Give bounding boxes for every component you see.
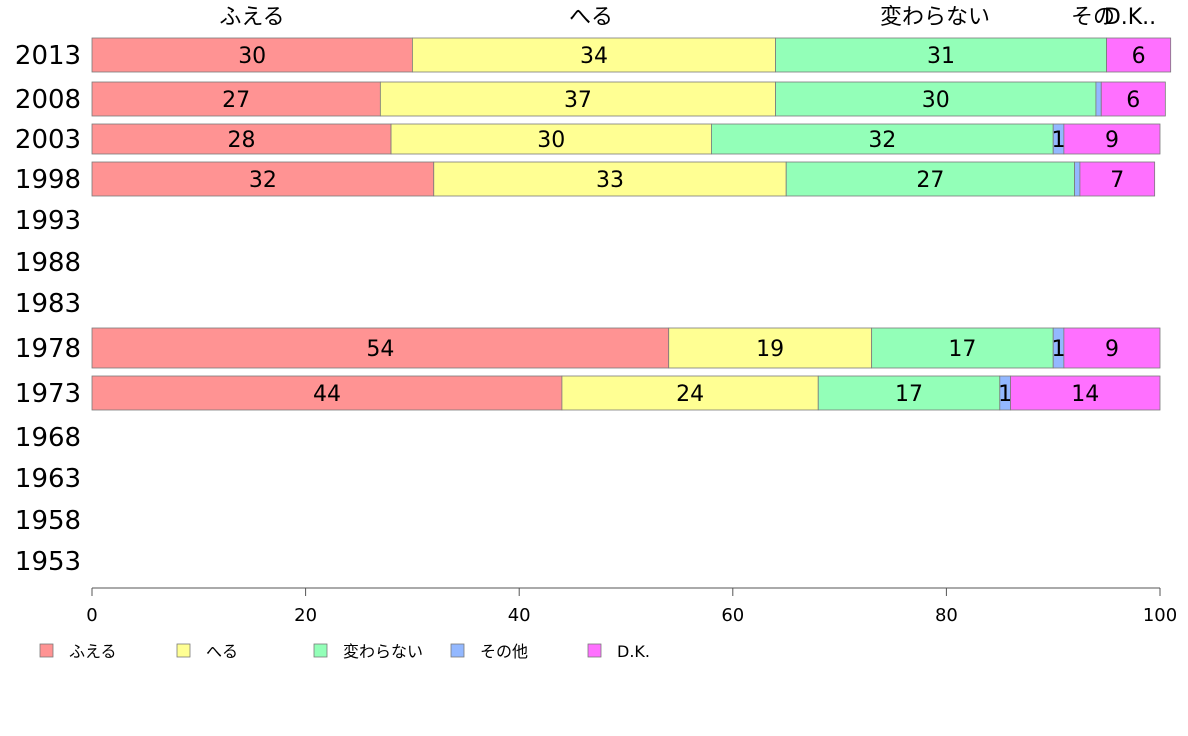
data-label: 17 bbox=[948, 337, 976, 362]
legend-label: D.K. bbox=[617, 642, 650, 661]
top-category-label: 変わらない bbox=[880, 5, 990, 30]
data-label: 1 bbox=[1052, 337, 1066, 362]
top-category-labels: ふえる へる 変わらない そのD.K.. bbox=[219, 5, 1156, 30]
bar-segment bbox=[1063, 123, 1161, 155]
bars-group: 30 34 31 627 37 30 628 30 32 1 932 33 27 754 19 17 1 944 2… bbox=[91, 37, 1172, 411]
year-label: 1993 bbox=[15, 206, 81, 236]
data-label: 31 bbox=[927, 44, 955, 69]
data-label: 9 bbox=[1105, 337, 1119, 362]
year-label: 1958 bbox=[15, 506, 81, 536]
bar-segment bbox=[1010, 375, 1161, 411]
data-label: 44 bbox=[313, 382, 341, 407]
bar-segment bbox=[91, 81, 381, 117]
data-label: 7 bbox=[1110, 168, 1124, 193]
data-label: 34 bbox=[580, 44, 608, 69]
bar-segment bbox=[411, 37, 776, 73]
data-label: 30 bbox=[238, 44, 266, 69]
data-label: 1 bbox=[1052, 128, 1066, 153]
data-label: 54 bbox=[366, 337, 394, 362]
legend: ふえる へる 変わらない その他 D.K. bbox=[39, 642, 650, 661]
year-label: 2013 bbox=[15, 41, 81, 71]
data-label: 37 bbox=[564, 88, 592, 113]
top-category-label: その bbox=[1071, 5, 1115, 30]
bar-segment bbox=[390, 123, 712, 155]
top-category-label: D.K.. bbox=[1104, 5, 1156, 30]
x-tick-label: 80 bbox=[935, 605, 958, 626]
x-axis: 0 20 40 60 80 100 bbox=[86, 587, 1177, 626]
x-tick-label: 60 bbox=[721, 605, 744, 626]
year-label: 1963 bbox=[15, 464, 81, 494]
legend-label: その他 bbox=[480, 642, 528, 661]
bar-segment bbox=[1074, 161, 1081, 197]
data-label: 6 bbox=[1126, 88, 1140, 113]
legend-swatch bbox=[176, 643, 191, 658]
x-tick-label: 20 bbox=[294, 605, 317, 626]
data-label: 1 bbox=[998, 382, 1012, 407]
data-label: 24 bbox=[676, 382, 704, 407]
bar-segment bbox=[785, 161, 1075, 197]
data-label: 32 bbox=[868, 128, 896, 153]
data-label: 27 bbox=[916, 168, 944, 193]
year-label: 1973 bbox=[15, 379, 81, 409]
legend-swatch bbox=[587, 643, 602, 658]
bar-segment bbox=[379, 81, 776, 117]
x-tick-label: 100 bbox=[1143, 605, 1177, 626]
x-tick-label: 40 bbox=[508, 605, 531, 626]
data-label: 30 bbox=[922, 88, 950, 113]
bar-segment bbox=[1079, 161, 1156, 197]
legend-label: へる bbox=[206, 642, 238, 661]
year-labels: 2013 2008 2003 1998 1993 1988 1983 1978 1973 1968… bbox=[15, 41, 81, 577]
bar-segment bbox=[775, 37, 1108, 73]
data-label: 30 bbox=[537, 128, 565, 153]
data-label: 28 bbox=[228, 128, 256, 153]
bar-segment bbox=[91, 161, 435, 197]
legend-swatch bbox=[39, 643, 54, 658]
bar-segment bbox=[775, 81, 1097, 117]
data-label: 27 bbox=[222, 88, 250, 113]
data-label: 19 bbox=[756, 337, 784, 362]
data-label: 33 bbox=[596, 168, 624, 193]
year-label: 1978 bbox=[15, 334, 81, 364]
data-label: 17 bbox=[895, 382, 923, 407]
year-label: 2003 bbox=[15, 125, 81, 155]
year-label: 1983 bbox=[15, 289, 81, 319]
bar-segment bbox=[871, 327, 1054, 369]
bar-segment bbox=[817, 375, 1001, 411]
legend-label: ふえる bbox=[69, 642, 117, 661]
legend-swatch bbox=[450, 643, 465, 658]
bar-segment bbox=[1106, 37, 1172, 73]
data-label: 32 bbox=[249, 168, 277, 193]
year-label: 1998 bbox=[15, 165, 81, 195]
bar-segment bbox=[561, 375, 819, 411]
data-label: 6 bbox=[1132, 44, 1146, 69]
bar-segment bbox=[1095, 81, 1102, 117]
year-label: 1988 bbox=[15, 248, 81, 278]
year-label: 1953 bbox=[15, 547, 81, 577]
year-label: 2008 bbox=[15, 85, 81, 115]
bar-segment bbox=[1100, 81, 1166, 117]
bar-segment bbox=[91, 123, 392, 155]
data-label: 14 bbox=[1071, 382, 1099, 407]
x-tick-label: 0 bbox=[86, 605, 97, 626]
legend-label: 変わらない bbox=[343, 642, 423, 661]
top-category-label: ふえる bbox=[219, 5, 284, 30]
year-label: 1968 bbox=[15, 423, 81, 453]
bar-segment bbox=[668, 327, 873, 369]
data-label: 9 bbox=[1105, 128, 1119, 153]
bar-segment bbox=[1063, 327, 1161, 369]
bar-segment bbox=[91, 37, 413, 73]
legend-swatch bbox=[313, 643, 328, 658]
bar-segment bbox=[433, 161, 787, 197]
top-category-label: へる bbox=[569, 5, 613, 30]
